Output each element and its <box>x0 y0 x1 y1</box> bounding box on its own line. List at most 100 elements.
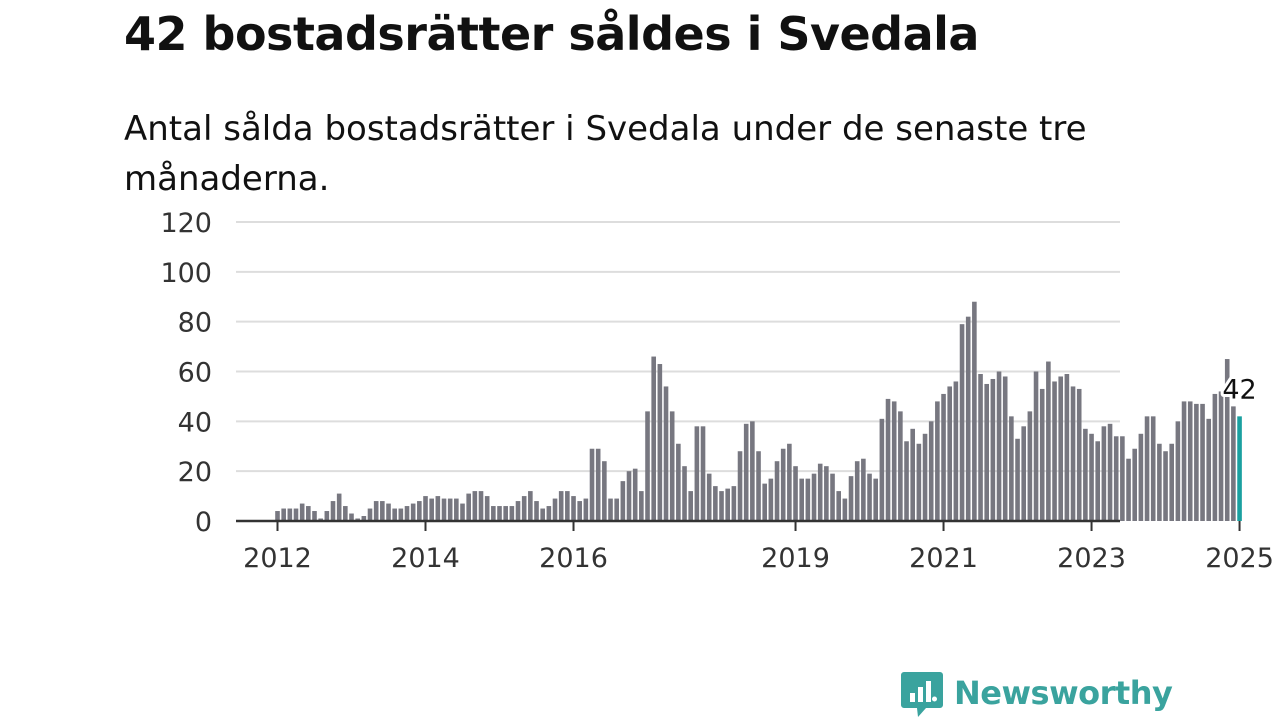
bar <box>1033 371 1039 521</box>
bar <box>614 498 619 521</box>
bar <box>965 316 971 521</box>
bar <box>1169 443 1175 521</box>
y-tick-label: 0 <box>195 507 212 538</box>
bar <box>441 498 447 521</box>
bar <box>540 508 545 521</box>
bar <box>583 498 589 521</box>
chart-subtitle: Antal sålda bostadsrätter i Svedala unde… <box>124 109 1087 199</box>
bar <box>602 461 607 521</box>
bar <box>953 381 959 521</box>
bar <box>651 356 656 521</box>
bar <box>1224 359 1230 521</box>
bar <box>521 496 527 521</box>
bar <box>460 503 465 521</box>
bar <box>312 511 317 521</box>
x-tick-label: 2012 <box>243 543 312 574</box>
x-tick-label: 2025 <box>1205 543 1274 574</box>
newsworthy-logo-text: Newsworthy <box>954 674 1173 712</box>
bar <box>676 443 681 521</box>
bar <box>1095 441 1101 521</box>
bar <box>1126 458 1131 521</box>
bar <box>725 488 730 521</box>
bar <box>743 423 749 521</box>
bar <box>848 476 854 521</box>
bar <box>373 501 379 521</box>
bar <box>750 421 755 521</box>
bar <box>1206 418 1212 521</box>
bar <box>1194 403 1199 521</box>
bar <box>1163 451 1168 521</box>
bar <box>1064 373 1070 521</box>
bar <box>299 503 305 521</box>
bar <box>528 491 533 521</box>
y-tick-label: 120 <box>160 208 212 239</box>
x-tick-label: 2021 <box>909 543 978 574</box>
bar <box>978 373 983 521</box>
bar <box>349 513 354 521</box>
bar <box>1231 406 1236 521</box>
bar <box>639 491 644 521</box>
x-tick-label: 2016 <box>539 543 608 574</box>
bar <box>275 511 280 521</box>
bar <box>336 493 342 521</box>
bar <box>386 503 391 521</box>
bar <box>1200 403 1205 521</box>
bar <box>972 301 977 521</box>
bar <box>713 486 718 521</box>
bar <box>669 411 675 521</box>
bar <box>565 491 570 521</box>
bar <box>1089 433 1094 521</box>
x-tick-label: 2014 <box>391 543 460 574</box>
bar <box>842 498 848 521</box>
bar <box>688 491 693 521</box>
bar <box>404 506 410 521</box>
bar <box>768 478 774 521</box>
bar <box>1015 438 1020 521</box>
newsworthy-logo-icon <box>901 672 943 717</box>
chart-title: 42 bostadsrätter såldes i Svedala <box>124 7 979 61</box>
bar <box>879 418 885 521</box>
bar <box>731 486 737 521</box>
bar <box>423 496 428 521</box>
bar <box>472 491 478 521</box>
bar <box>867 473 872 521</box>
bar <box>1058 376 1064 521</box>
bar <box>700 426 706 521</box>
bar <box>515 501 521 521</box>
bar <box>663 386 669 521</box>
bar <box>435 496 441 521</box>
bar <box>817 463 823 521</box>
bar <box>941 393 946 521</box>
bar <box>367 508 373 521</box>
bar <box>503 506 508 521</box>
y-tick-label: 40 <box>178 407 212 438</box>
bar <box>830 473 835 521</box>
bar <box>1113 436 1119 521</box>
bar <box>780 448 786 521</box>
y-tick-label: 20 <box>178 457 212 488</box>
bar <box>1157 443 1162 521</box>
bar <box>1046 361 1051 521</box>
bar <box>694 426 700 521</box>
highlight-value-label: 42 <box>1222 374 1256 405</box>
bar <box>552 498 558 521</box>
bar <box>546 506 552 521</box>
bar <box>417 501 422 521</box>
bar <box>824 466 829 521</box>
bar <box>1150 416 1156 521</box>
bar <box>466 493 471 521</box>
bar <box>1083 428 1088 521</box>
bar <box>762 483 767 522</box>
y-tick-label: 80 <box>178 308 212 339</box>
bar <box>330 501 336 521</box>
bar <box>534 501 539 521</box>
bar <box>1175 421 1181 521</box>
bar <box>1144 416 1150 521</box>
highlight-bar <box>1237 416 1242 521</box>
bar <box>287 508 293 521</box>
bar <box>595 448 601 521</box>
bar <box>361 516 367 521</box>
bar <box>478 491 484 521</box>
bar <box>928 421 934 521</box>
bar <box>787 443 792 521</box>
